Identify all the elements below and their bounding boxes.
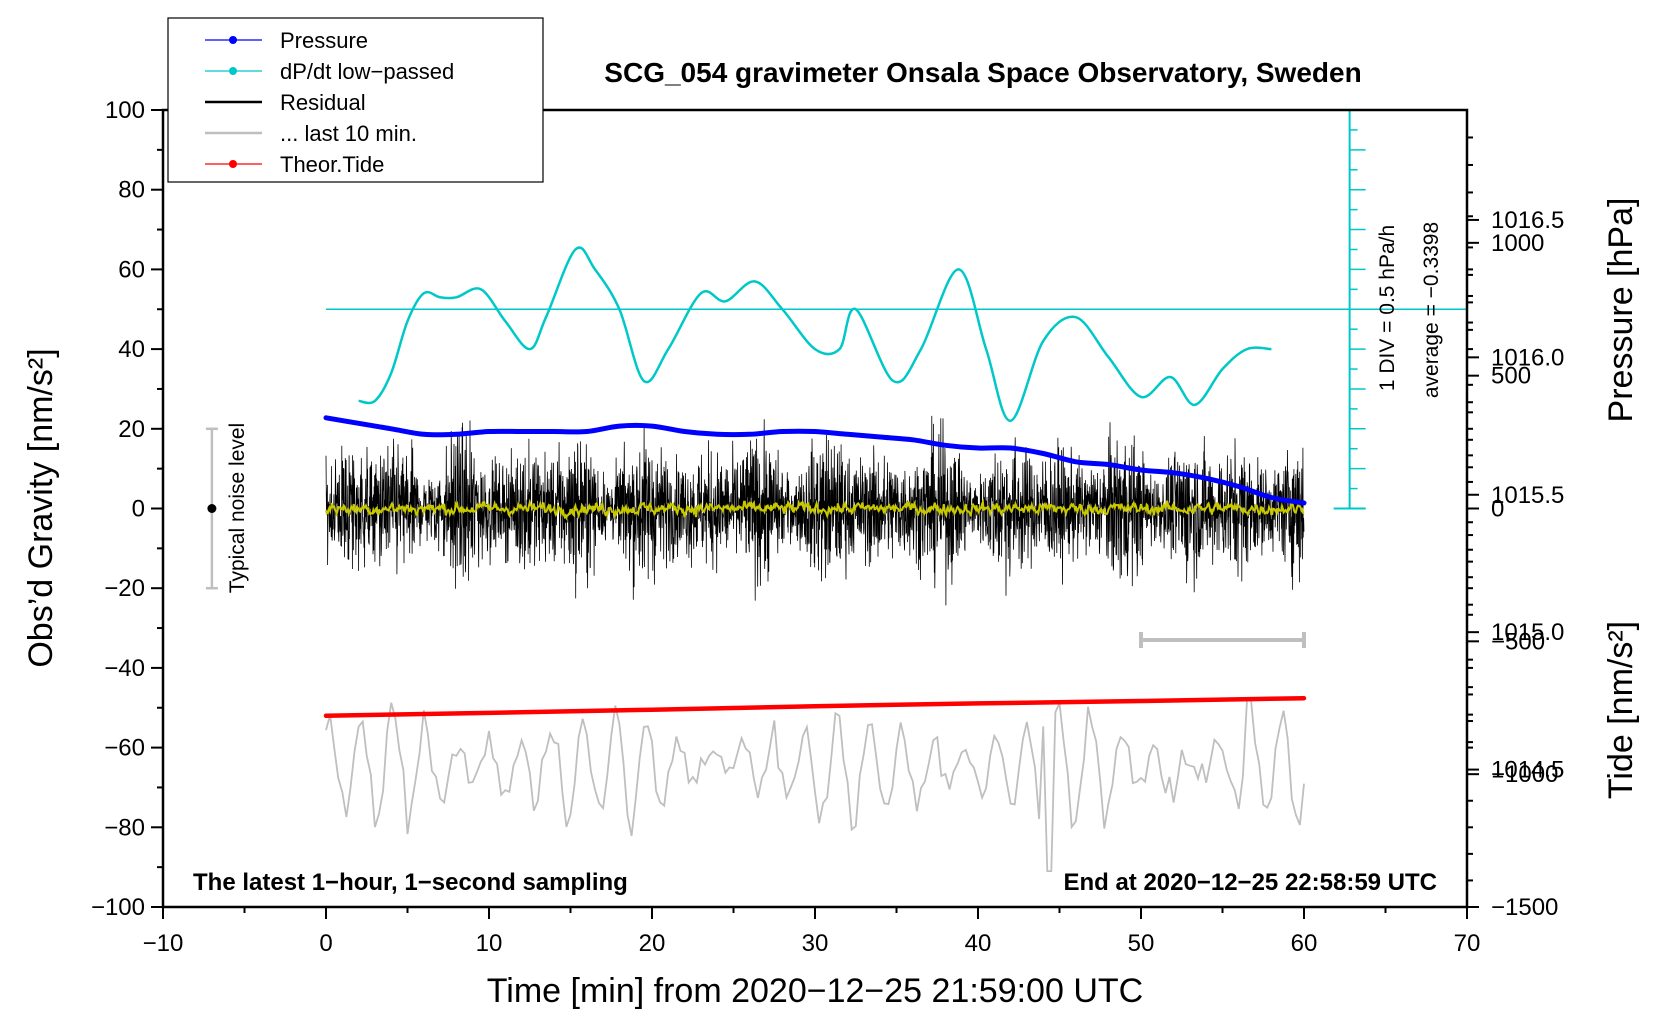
y-tick-label: −60 [104, 735, 145, 762]
annotation-layer [205, 109, 1466, 649]
series-layer [323, 246, 1307, 872]
tide-tick-label: 500 [1491, 363, 1531, 390]
end-time-note: End at 2020−12−25 22:58:59 UTC [1063, 869, 1437, 896]
legend-box [167, 17, 544, 183]
legend-label: dP/dt low−passed [280, 59, 454, 84]
x-tick-label: 0 [319, 930, 332, 957]
legend-label: ... last 10 min. [280, 121, 417, 146]
theoretical-tide-line [323, 695, 1307, 718]
legend-swatch-dot [229, 36, 237, 44]
x-tick-label: 60 [1291, 930, 1318, 957]
y-tick-label: −80 [104, 814, 145, 841]
tide-tick-label: 0 [1491, 496, 1504, 523]
pressure-tick-label: 1014.5 [1491, 757, 1564, 784]
x-tick-label: 20 [639, 930, 666, 957]
x-tick-label: 30 [802, 930, 829, 957]
y-axis-title-tide: Tide [nm/s²] [1602, 621, 1640, 799]
x-tick-label: 70 [1454, 930, 1481, 957]
x-tick-label: 40 [965, 930, 992, 957]
pressure-tick-label: 1015.0 [1491, 619, 1564, 646]
legend-label: Pressure [280, 28, 368, 53]
x-tick-label: −10 [143, 930, 184, 957]
dpdt-line [358, 246, 1272, 423]
noise-level-dot [207, 504, 217, 513]
y-axis-title-left: Obs’d Gravity [nm/s²] [22, 348, 60, 667]
tide-tick-label: −1500 [1491, 894, 1558, 921]
y-tick-label: 60 [118, 256, 145, 283]
y-axis-title-pressure: Pressure [hPa] [1602, 198, 1640, 423]
y-tick-label: 100 [105, 97, 145, 124]
y-tick-label: −20 [104, 575, 145, 602]
tide-tick-label: 1000 [1491, 230, 1544, 257]
y-tick-label: 20 [118, 416, 145, 443]
legend-swatch-dot [229, 67, 237, 75]
tide-tick-label: −500 [1491, 628, 1545, 655]
pressure-tick-label: 1016.5 [1491, 207, 1564, 234]
last-10-min-line [325, 698, 1305, 872]
tide-tick-label: −1000 [1491, 761, 1558, 788]
div-scale-label: 1 DIV = 0.5 hPa/h [1376, 225, 1399, 391]
legend-swatch-dot [229, 160, 237, 168]
x-axis-title: Time [min] from 2020−12−25 21:59:00 UTC [487, 972, 1143, 1010]
residual-smoothed-line [325, 498, 1305, 521]
y-tick-label: 0 [132, 496, 145, 523]
pressure-tick-label: 1015.5 [1491, 482, 1564, 509]
legend-label: Theor.Tide [280, 152, 384, 177]
pressure-tick-label: 1016.0 [1491, 344, 1564, 371]
noise-level-label: Typical noise level [226, 423, 249, 593]
legend: Pressure dP/dt low−passed Residual ... last… [167, 17, 544, 183]
y-tick-label: −40 [104, 655, 145, 682]
chart-title: SCG_054 gravimeter Onsala Space Observat… [604, 57, 1361, 88]
y-tick-label: 80 [118, 177, 145, 204]
legend-label: Residual [280, 90, 366, 115]
y-tick-label: −100 [91, 894, 145, 921]
pressure-line [323, 415, 1307, 506]
y-tick-label: 40 [118, 336, 145, 363]
sampling-note: The latest 1−hour, 1−second sampling [193, 869, 628, 896]
average-label: average = −0.3398 [1420, 222, 1443, 398]
axis-layer: −10 0 10 20 30 40 50 60 70−100−80−60−40−20020406… [91, 97, 1564, 957]
x-tick-label: 10 [476, 930, 503, 957]
x-tick-label: 50 [1128, 930, 1155, 957]
